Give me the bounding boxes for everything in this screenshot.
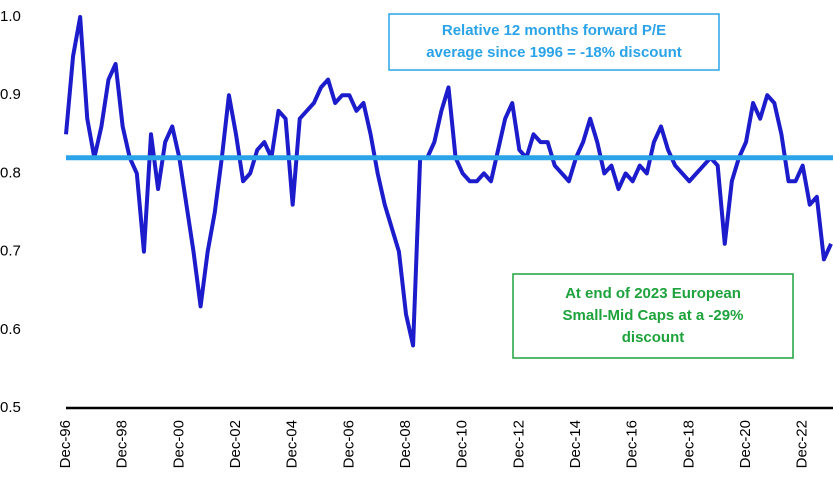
x-tick-label: Dec-06	[340, 420, 357, 468]
x-tick-label: Dec-14	[567, 420, 584, 468]
x-tick-label: Dec-02	[227, 420, 244, 468]
x-tick-label: Dec-08	[397, 420, 414, 468]
x-tick-label: Dec-18	[680, 420, 697, 468]
annotation-text: average since 1996 = -18% discount	[426, 44, 682, 61]
x-tick-label: Dec-98	[114, 420, 131, 468]
x-tick-label: Dec-12	[510, 420, 527, 468]
y-tick-label: 0.8	[0, 164, 21, 181]
x-tick-label: Dec-96	[57, 420, 74, 468]
x-tick-label: Dec-22	[794, 420, 811, 468]
annotation-text: discount	[622, 329, 685, 346]
annotation-box	[388, 13, 720, 71]
x-tick-label: Dec-10	[454, 420, 471, 468]
annotation-box	[512, 273, 794, 359]
series-line	[64, 15, 833, 348]
x-tick-label: Dec-20	[737, 420, 754, 468]
y-tick-label: 0.7	[0, 243, 21, 260]
x-tick-label: Dec-04	[284, 420, 301, 468]
annotation-text: At end of 2023 European	[565, 285, 741, 302]
annotation-text: Relative 12 months forward P/E	[442, 22, 666, 39]
y-tick-label: 0.9	[0, 86, 21, 103]
x-tick-label: Dec-00	[170, 420, 187, 468]
y-tick-label: 1.0	[0, 8, 21, 25]
y-tick-label: 0.5	[0, 399, 21, 416]
x-tick-label: Dec-16	[624, 420, 641, 468]
y-tick-label: 0.6	[0, 321, 21, 338]
annotation-text: Small-Mid Caps at a -29%	[563, 307, 744, 324]
